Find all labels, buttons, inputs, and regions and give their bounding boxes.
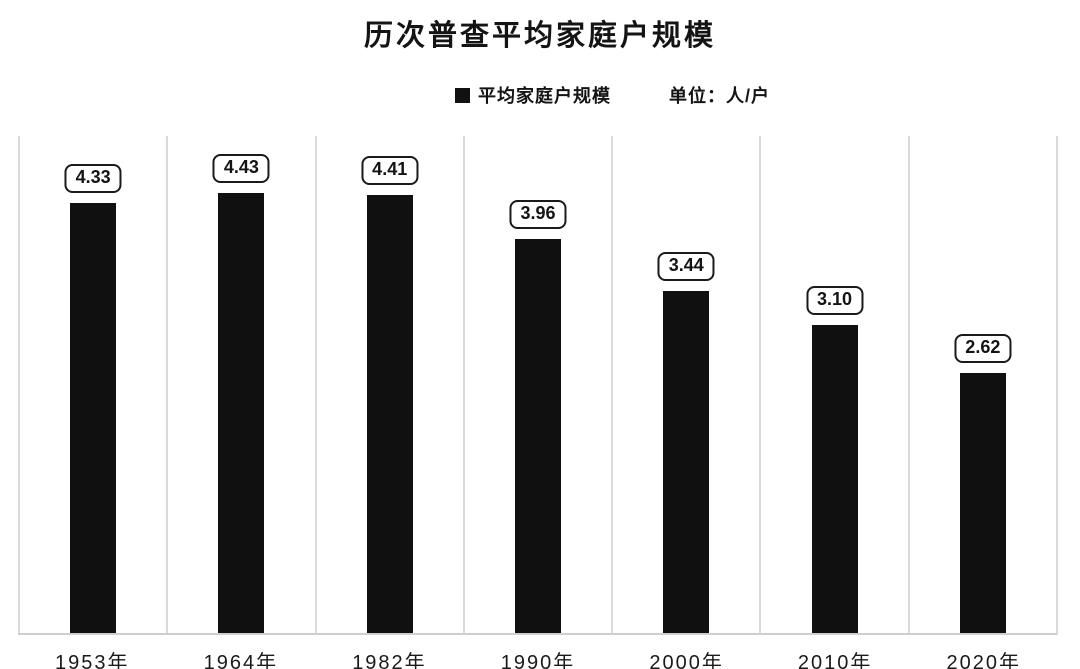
chart-column: 3.44 [611,136,759,633]
chart-column: 3.10 [759,136,907,633]
value-label: 4.33 [64,164,122,193]
x-axis-label: 2010年 [797,652,873,669]
plot-area: 4.33 4.43 4.41 3.96 3.44 3.10 2.62 [18,136,1058,635]
chart-column: 2.62 [907,136,1056,633]
legend-square-icon [455,87,470,103]
bar [366,195,413,633]
bar [218,193,265,633]
bar [514,239,561,633]
legend-item: 平均家庭户规模 [455,82,611,108]
value-label: 4.43 [212,154,270,183]
chart-title: 历次普查平均家庭户规模 [363,20,716,52]
x-axis-label: 1964年 [203,652,279,669]
value-label: 3.96 [509,200,567,229]
x-axis-label: 2020年 [946,652,1021,669]
bar [811,325,858,633]
unit-label: 单位：人/户 [669,86,771,106]
x-axis-label: 1982年 [352,652,427,669]
x-axis-label: 2000年 [649,652,724,669]
bar [70,203,117,633]
legend-series-label: 平均家庭户规模 [478,86,611,106]
value-label: 2.62 [954,334,1012,363]
x-axis-label: 1953年 [55,652,130,669]
value-label: 4.41 [361,156,419,185]
chart-column: 4.43 [166,136,314,633]
value-label: 3.10 [806,286,864,315]
legend: 平均家庭户规模 单位：人/户 [0,83,1080,107]
chart-column: 4.41 [314,136,463,633]
bar [959,373,1006,633]
bar [663,291,710,633]
chart-column: 3.96 [462,136,611,633]
x-axis: 1953年 1964年 1982年 1990年 2000年 2010年 2020年 [18,635,1058,669]
x-axis-label: 1990年 [500,652,576,669]
chart-column: 4.33 [18,136,166,633]
value-label: 3.44 [657,252,715,281]
